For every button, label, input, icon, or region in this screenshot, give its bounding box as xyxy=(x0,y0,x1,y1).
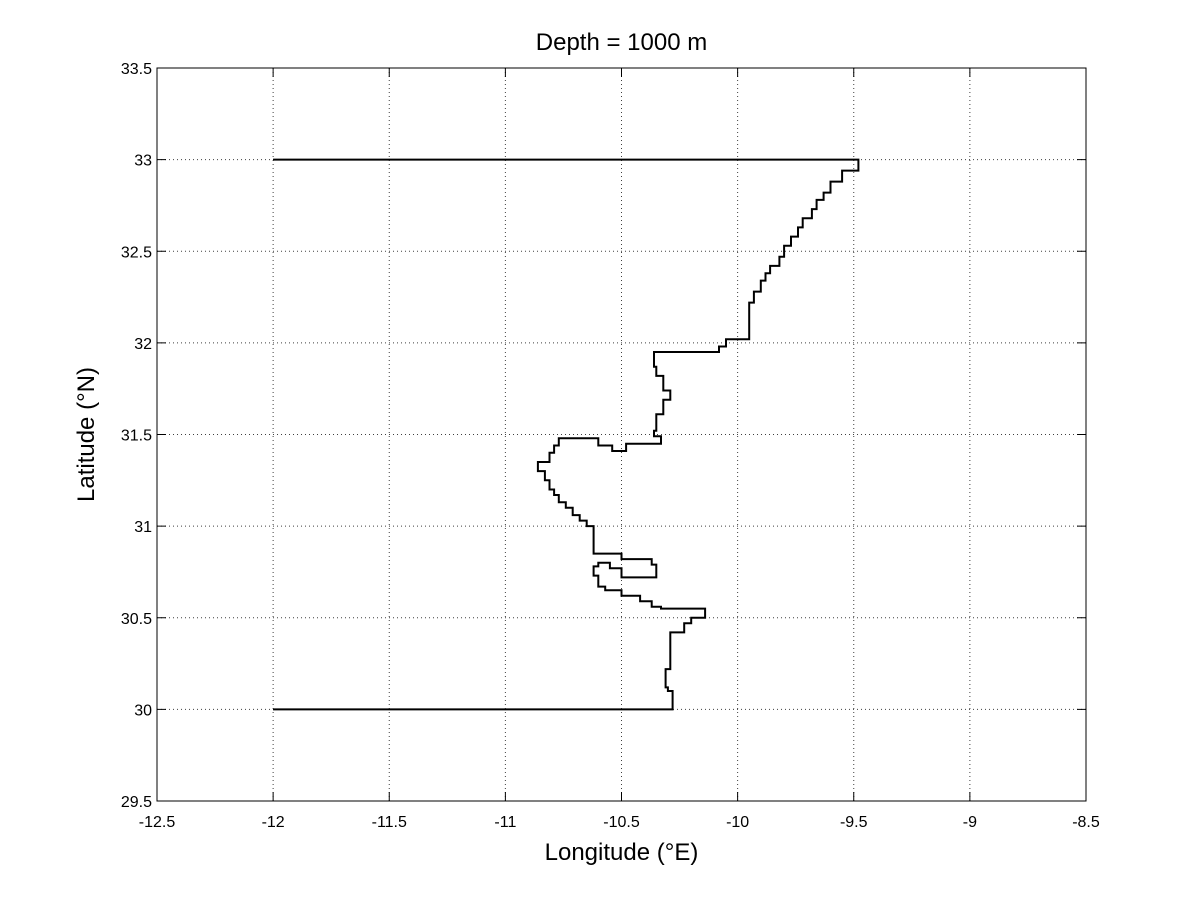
x-tick-label: -9 xyxy=(963,814,977,831)
x-tick-label: -8.5 xyxy=(1072,814,1100,831)
x-tick-label: -11 xyxy=(494,814,516,831)
y-tick-label: 30 xyxy=(134,702,152,719)
y-tick-label: 32.5 xyxy=(121,244,152,261)
y-tick-label: 30.5 xyxy=(121,611,152,628)
x-tick-label: -12 xyxy=(262,814,285,831)
depth-contour-line xyxy=(273,158,860,711)
x-tick-label: -10 xyxy=(726,814,749,831)
y-tick-label: 31 xyxy=(134,519,152,536)
x-tick-label: -9.5 xyxy=(840,814,868,831)
plot-frame xyxy=(156,67,1087,802)
y-tick-label: 33.5 xyxy=(121,61,152,78)
y-tick-label: 31.5 xyxy=(121,428,152,445)
y-axis-title: Latitude (°N) xyxy=(73,367,100,502)
y-tick-labels: 29.5 30 30.5 31 31.5 32 32.5 33 33.5 xyxy=(121,61,152,811)
y-tick-label: 33 xyxy=(134,153,152,170)
y-tick-label: 29.5 xyxy=(121,794,152,811)
x-tick-label: -11.5 xyxy=(372,814,407,831)
x-tick-label: -12.5 xyxy=(139,814,176,831)
x-tick-label: -10.5 xyxy=(603,814,640,831)
y-tick-label: 32 xyxy=(134,336,152,353)
chart-title: Depth = 1000 m xyxy=(536,29,707,56)
x-tick-labels: -12.5 -12 -11.5 -11 -10.5 -10 -9.5 -9 -8.5 xyxy=(139,814,1100,831)
x-axis-title: Longitude (°E) xyxy=(545,839,699,866)
